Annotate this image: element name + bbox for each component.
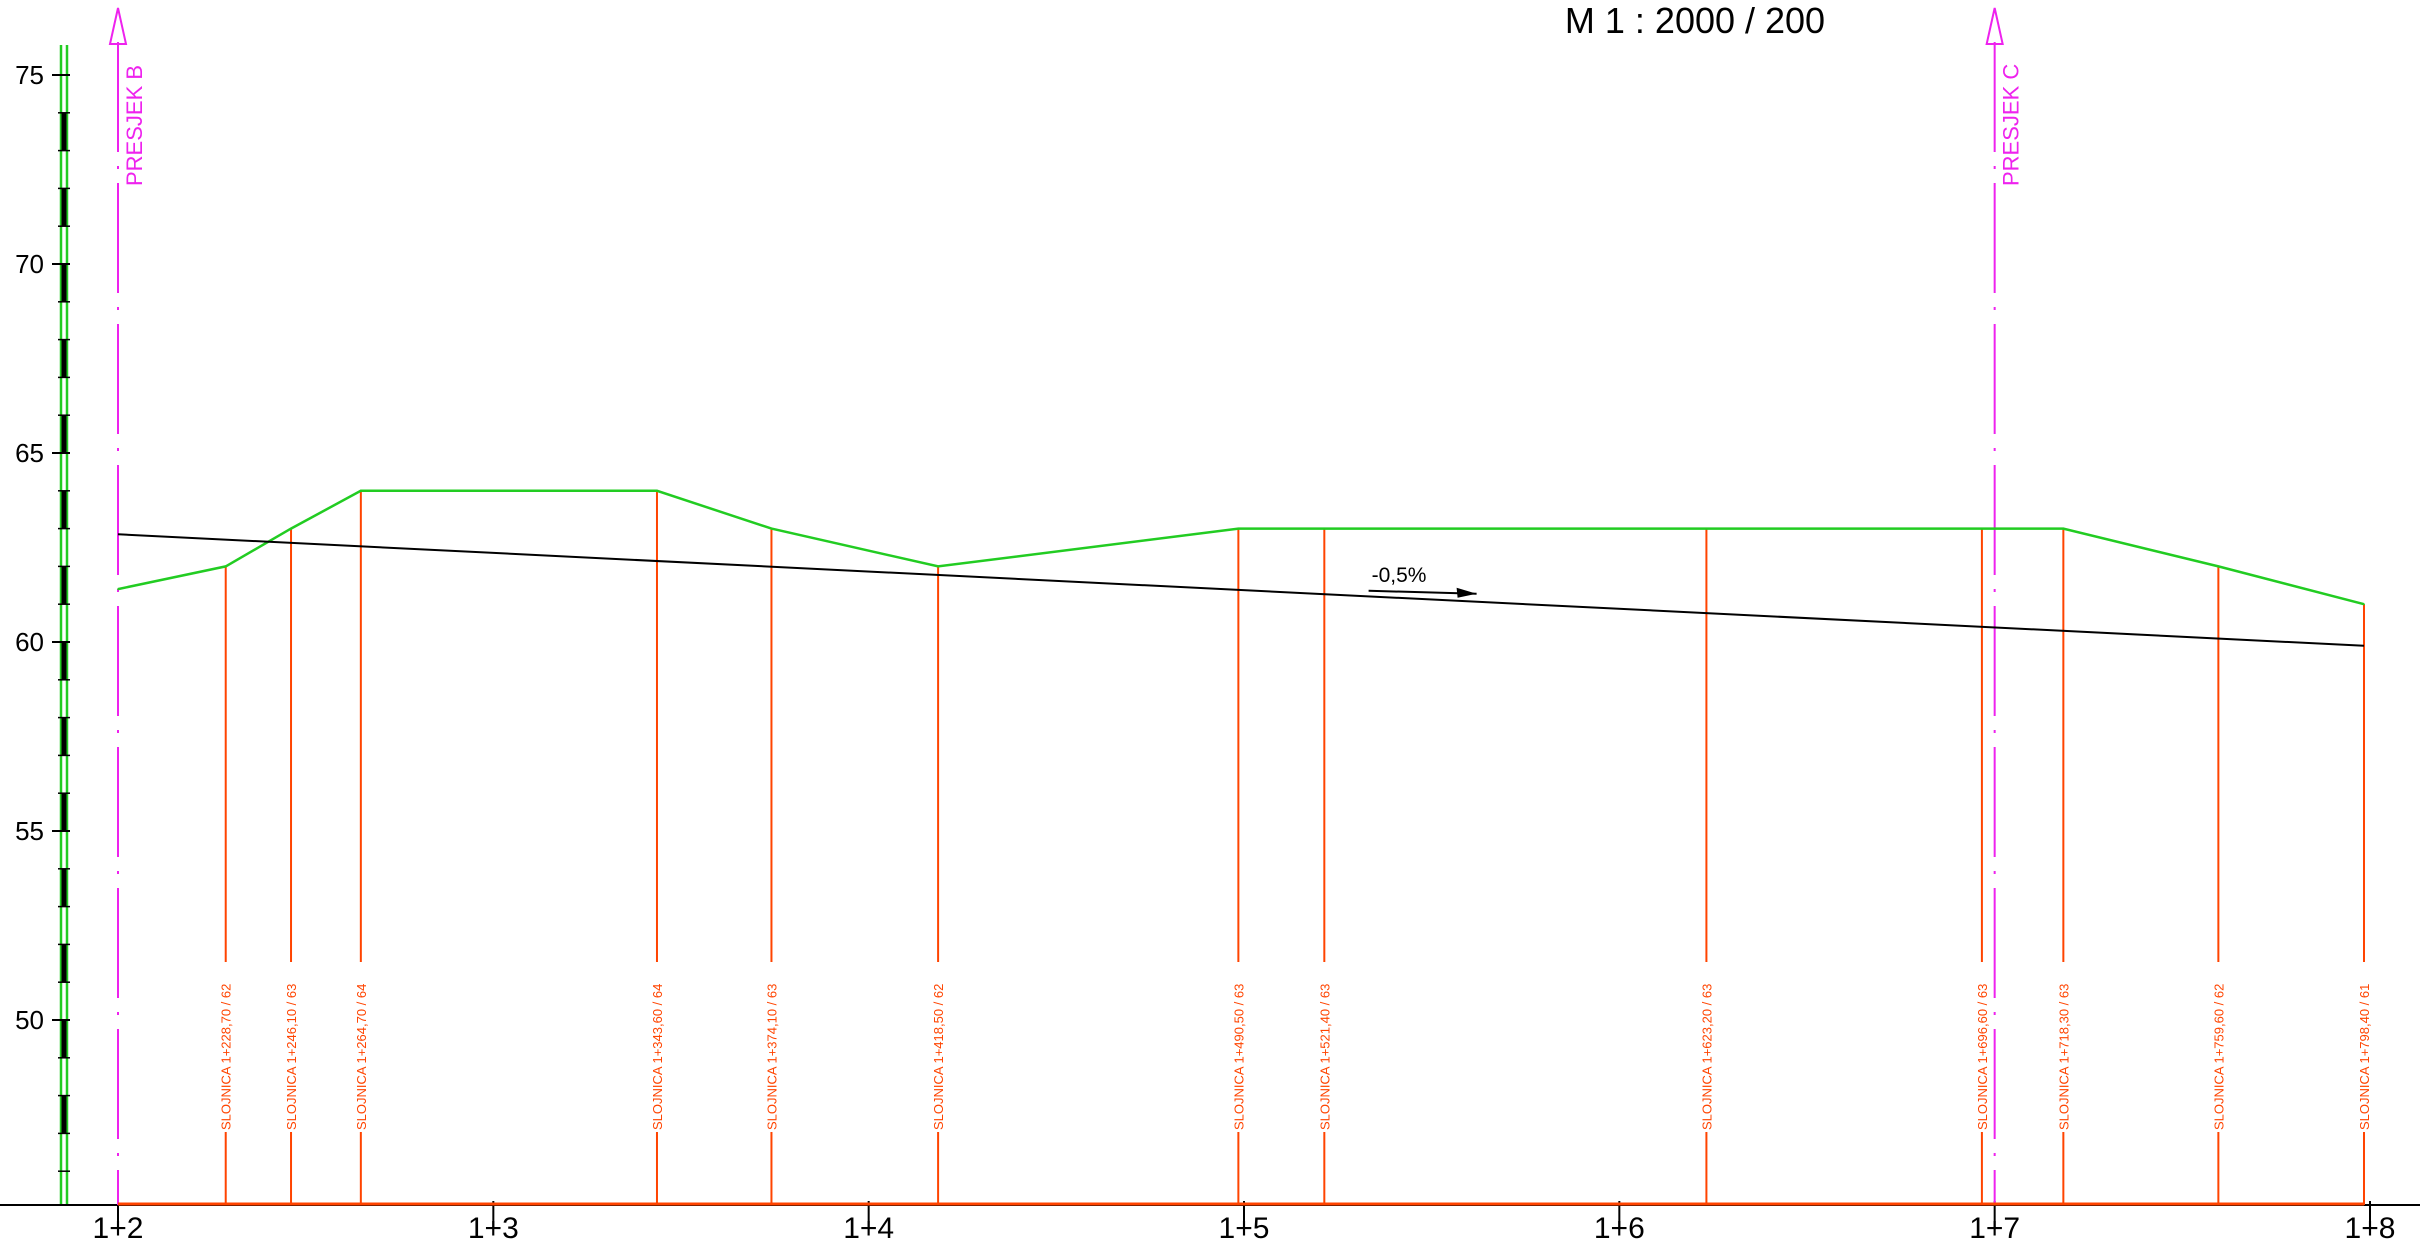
y-tick-label: 55	[15, 816, 44, 846]
terrain-vertex	[2062, 527, 2065, 530]
contour-label: SLOJNICA 1+718,30 / 63	[2056, 984, 2071, 1130]
grade-line	[117, 533, 2365, 647]
contour-label: SLOJNICA 1+759,60 / 62	[2211, 984, 2226, 1130]
grade-line-group: -0,5%	[117, 533, 2365, 647]
contour-label: SLOJNICA 1+264,70 / 64	[354, 984, 369, 1130]
section-arrow	[108, 7, 128, 45]
terrain-vertex	[656, 490, 658, 492]
y-tick-label: 60	[15, 627, 44, 657]
terrain-vertex	[117, 588, 119, 590]
contour-label: SLOJNICA 1+623,20 / 63	[1699, 984, 1714, 1130]
section-label: PRESJEK B	[122, 65, 147, 186]
x-tick-label: 1+5	[1219, 1212, 1270, 1241]
section-label: PRESJEK C	[1999, 64, 2024, 186]
x-tick-label: 1+4	[843, 1212, 894, 1241]
terrain-vertex	[2217, 565, 2220, 568]
x-tick-label: 1+8	[2345, 1212, 2396, 1241]
terrain-group	[117, 489, 2365, 606]
terrain-vertex	[360, 490, 362, 492]
grade-label: -0,5%	[1372, 564, 1427, 587]
contour-label: SLOJNICA 1+228,70 / 62	[219, 984, 234, 1130]
terrain-vertex	[290, 527, 292, 530]
contour-label: SLOJNICA 1+798,40 / 61	[2357, 984, 2372, 1130]
terrain-vertex	[937, 565, 939, 568]
terrain-vertex	[1237, 527, 1240, 530]
contour-label: SLOJNICA 1+343,60 / 64	[650, 984, 665, 1130]
y-tick-label: 75	[15, 60, 44, 90]
contour-label: SLOJNICA 1+374,10 / 63	[764, 984, 779, 1130]
contours-group: SLOJNICA 1+228,70 / 62 SLOJNICA 1+246,10 …	[118, 490, 2372, 1206]
contour-label: SLOJNICA 1+490,50 / 63	[1231, 984, 1246, 1130]
terrain-vertex	[1981, 527, 1983, 530]
scale-title: M 1 : 2000 / 200	[1564, 0, 1826, 41]
terrain-vertex	[770, 527, 773, 530]
contour-label: SLOJNICA 1+418,50 / 62	[931, 984, 946, 1130]
terrain-vertex	[2363, 603, 2365, 605]
terrain-vertex	[224, 565, 227, 568]
x-tick-label: 1+7	[1969, 1212, 2020, 1241]
terrain-vertex	[1323, 527, 1326, 530]
terrain-line	[117, 489, 2365, 606]
sections-group: PRESJEK B PRESJEK C	[108, 7, 2024, 1205]
section-arrow	[1985, 7, 2004, 45]
y-tick-label: 65	[15, 438, 44, 468]
y-tick-label: 70	[15, 249, 44, 279]
grade-arrow-head	[1456, 587, 1477, 598]
contour-label: SLOJNICA 1+246,10 / 63	[284, 984, 299, 1130]
x-tick-label: 1+3	[468, 1212, 519, 1241]
contour-label: SLOJNICA 1+521,40 / 63	[1317, 984, 1332, 1130]
terrain-vertex	[1705, 527, 1708, 530]
x-tick-label: 1+6	[1594, 1212, 1645, 1241]
contour-label: SLOJNICA 1+696,60 / 63	[1975, 984, 1990, 1130]
y-tick-label: 50	[15, 1005, 44, 1035]
x-tick-label: 1+2	[93, 1212, 144, 1241]
